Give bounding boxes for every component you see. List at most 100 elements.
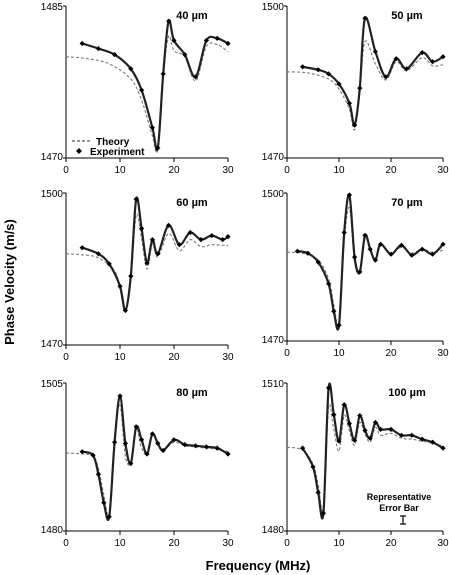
experiment-point [409,432,415,438]
y-min-label: 1470 [262,152,285,163]
experiment-point [331,308,337,314]
panel-thickness-label: 40 µm [176,10,208,22]
experiment-point [315,259,321,265]
panel-6: 0 10 20 30 1510 1480 100 µm [262,379,449,549]
experiment-line [302,16,444,127]
experiment-point [225,451,231,457]
experiment-point [166,18,172,24]
experiment-point [430,59,436,65]
experiment-point [430,439,436,445]
x-tick-label: 20 [168,538,180,549]
experiment-point [372,257,378,263]
experiment-point [393,56,399,62]
experiment-line [81,196,229,312]
experiment-point [336,81,342,87]
experiment-point [383,74,389,80]
x-tick-label: 30 [222,538,234,549]
y-min-label: 1480 [41,525,64,536]
experiment-point [404,66,410,72]
experiment-point [320,510,326,516]
legend-theory-label: Theory [96,137,130,148]
x-tick-label: 10 [114,165,126,176]
experiment-point [409,252,415,258]
experiment-point [378,426,384,432]
experiment-point [388,426,394,432]
experiment-point [171,37,177,44]
experiment-point [326,385,332,391]
x-tick-label: 20 [385,348,397,359]
legend-experiment-marker [76,148,82,154]
experiment-point [398,432,404,438]
experiment-point [182,442,188,448]
experiment-point [166,222,172,228]
x-tick-label: 30 [437,348,449,359]
experiment-point [160,71,166,77]
experiment-point [440,445,446,451]
experiment-point [128,66,134,72]
panel-thickness-label: 60 µm [176,197,208,209]
experiment-point [346,420,352,427]
y-max-label: 1485 [41,2,64,13]
experiment-point [388,251,394,257]
experiment-point [372,419,378,426]
y-max-label: 1500 [262,189,285,200]
panel-thickness-label: 80 µm [176,387,208,399]
experiment-point [122,307,128,314]
experiment-point [331,412,337,418]
panel-3: 0 10 20 30 1500 1470 60 µm [41,189,234,363]
experiment-point [341,229,347,236]
experiment-point [155,251,161,257]
experiment-point [352,437,358,443]
x-tick-label: 0 [63,352,69,363]
experiment-point [187,229,193,236]
panel-thickness-label: 50 µm [391,10,423,22]
experiment-point [133,196,139,202]
experiment-point [106,261,112,267]
y-axis-title: Phase Velocity (m/s) [2,219,17,345]
experiment-point [367,435,373,441]
experiment-point [225,234,231,240]
experiment-point [95,251,101,257]
legend: Theory Experiment [72,137,145,158]
experiment-point [326,281,332,287]
experiment-point [341,402,347,408]
x-tick-label: 10 [333,165,345,176]
experiment-point [117,393,123,399]
y-max-label: 1500 [41,189,64,200]
experiment-point [300,64,306,70]
experiment-point [352,254,358,260]
legend-experiment-label: Experiment [90,147,145,158]
y-min-label: 1470 [262,335,285,346]
experiment-point [378,241,384,247]
x-tick-label: 0 [284,165,290,176]
theory-line [286,206,444,327]
experiment-point [139,225,145,232]
x-tick-label: 0 [63,165,69,176]
experiment-point [362,15,368,21]
x-tick-label: 30 [437,165,449,176]
experiment-point [112,52,118,58]
error-bar-note-line1: Representative [367,492,432,502]
experiment-point [193,443,199,449]
experiment-point [362,427,368,433]
x-tick-label: 20 [385,165,397,176]
y-min-label: 1470 [41,152,64,163]
panel-thickness-label: 70 µm [391,197,423,209]
experiment-point [362,232,368,238]
error-bar-note-line2: Error Bar [379,503,419,513]
x-tick-label: 20 [168,352,180,363]
experiment-point [419,246,425,252]
y-max-label: 1510 [262,379,285,390]
experiment-point [346,192,352,198]
representative-error-bar: Representative Error Bar [367,492,432,525]
experiment-point [214,445,220,451]
experiment-point [149,431,155,437]
experiment-point [203,37,209,44]
y-max-label: 1500 [262,2,285,13]
x-tick-label: 0 [63,538,69,549]
experiment-point [310,464,316,470]
experiment-point [357,269,363,275]
x-tick-label: 0 [284,538,290,549]
experiment-point [144,451,150,457]
experiment-point [95,471,101,477]
